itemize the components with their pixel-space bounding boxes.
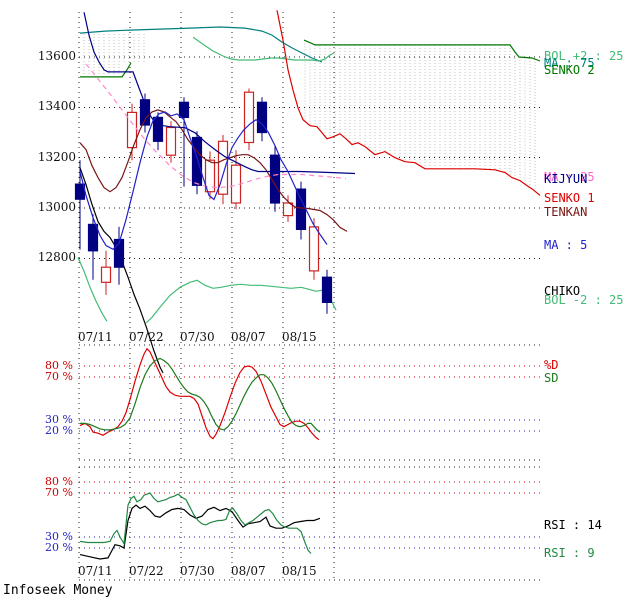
candle-body [165,126,177,156]
candle-body [178,101,190,119]
candle-body [204,159,216,193]
line-bol_dn_a [77,257,108,322]
x-axis-date: 07/30 [180,330,215,344]
x-axis-date: 08/15 [282,330,317,344]
line-kijyun [83,12,356,175]
line-bol_up [192,36,335,62]
candle-body [256,101,268,134]
legend-rsi14: RSI : 14 [544,518,602,532]
line-bol_dn_b [145,279,337,324]
y-axis-tick: 13600 [37,49,76,63]
y-axis-tick: 13200 [37,149,76,164]
legend-ma25: MA : 25 [544,170,595,184]
candle-body [113,238,125,268]
candle-body [87,223,99,252]
rsi-x-axis-date: 08/07 [231,564,266,578]
candle-body [308,226,320,272]
legend-tenkan: TENKAN [544,205,588,219]
legend-ma75: MA : 75 [544,56,595,70]
stoch-level-label: 70 % [45,369,73,383]
candle-body [126,111,138,149]
rsi-level-label: 30 % [45,530,73,543]
stoch-level-label: 20 % [45,423,73,437]
legend-pct-d: %D [544,358,559,372]
candle-body [282,202,294,217]
rsi-level-label: 70 % [45,486,73,499]
candle-body [269,154,281,204]
rsi-x-axis-date: 08/15 [282,564,317,578]
y-axis-tick: 13000 [37,200,76,215]
candle-body [191,136,203,186]
candle-body [243,91,255,144]
rsi-x-axis-date: 07/11 [78,564,113,578]
candle-body [321,276,333,304]
rsi-x-axis-date: 07/22 [129,564,164,578]
rsi-RSI : 14 [79,504,321,560]
footer-brand: Infoseek Money [3,583,113,598]
stoch-level-label: 30 % [45,413,73,427]
rsi-x-axis-date: 07/30 [180,564,215,578]
rsi-level-label: 80 % [45,475,73,488]
legend-sd: SD [544,371,559,385]
candle-body [152,116,164,142]
y-axis-tick: 13400 [37,99,76,114]
x-axis-date: 07/22 [129,330,164,344]
legend-rsi9: RSI : 9 [544,546,595,560]
legend-chiko: CHIKO [544,284,581,298]
stoch-%D [79,347,320,441]
line-ma5 [79,111,328,251]
candle-body [295,188,307,231]
line-tenkan [79,109,348,232]
candle-body [217,140,229,195]
legend-senko2: SENKO 2 [544,63,595,77]
rsi-RSI : 9 [79,492,312,554]
line-senko1 [276,10,541,196]
legend-senko1: SENKO 1 [544,191,595,205]
legend-kijyun: KIJYUN [544,172,588,186]
y-axis-tick: 12800 [37,250,76,265]
legend-bol-plus: BOL +2 : 25 [544,49,624,63]
legend-bol-minus: BOL -2 : 25 [544,293,624,307]
line-senko2a [80,62,132,78]
x-axis-date: 08/07 [231,330,266,344]
candle-body [100,266,112,283]
stoch-level-label: 80 % [45,359,73,372]
line-senko2b [303,39,541,62]
stoch-SD [80,357,321,433]
line-ma75 [79,26,323,63]
x-axis-date: 07/11 [78,330,113,344]
rsi-level-label: 20 % [45,541,73,554]
legend-ma5: MA : 5 [544,238,588,252]
